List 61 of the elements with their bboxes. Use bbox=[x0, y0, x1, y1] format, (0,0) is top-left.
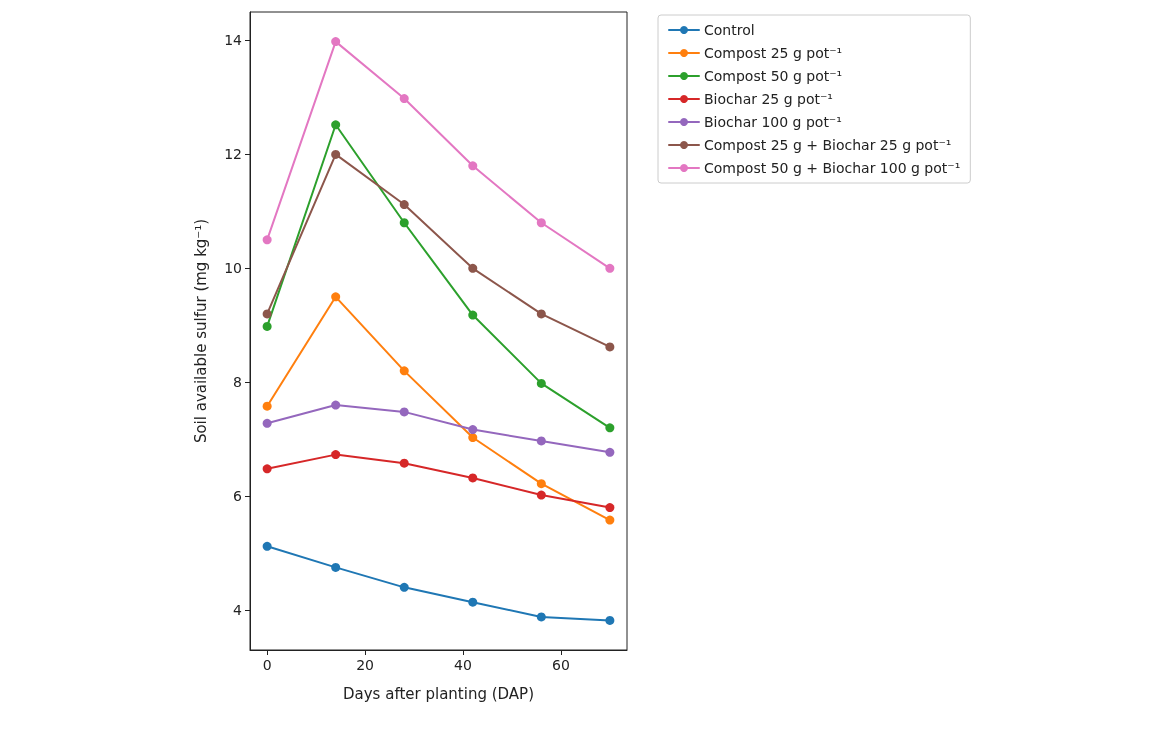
point bbox=[399, 200, 409, 210]
legend-label: Biochar 25 g pot⁻¹ bbox=[704, 91, 833, 107]
point bbox=[262, 401, 272, 411]
point bbox=[331, 120, 341, 130]
point bbox=[605, 263, 615, 273]
point bbox=[536, 218, 546, 228]
y-tick-label: 4 bbox=[233, 602, 243, 619]
point bbox=[331, 400, 341, 410]
y-axis-title: Soil available sulfur (mg kg⁻¹) bbox=[191, 218, 210, 444]
point bbox=[468, 263, 478, 273]
point bbox=[536, 612, 546, 622]
point bbox=[399, 458, 409, 468]
point bbox=[262, 235, 272, 245]
point bbox=[536, 378, 546, 388]
point bbox=[399, 94, 409, 104]
legend-label: Compost 50 g + Biochar 100 g pot⁻¹ bbox=[704, 160, 961, 176]
point bbox=[536, 479, 546, 489]
point bbox=[331, 149, 341, 159]
point bbox=[262, 541, 272, 551]
point bbox=[262, 464, 272, 474]
point bbox=[468, 161, 478, 171]
point bbox=[605, 615, 615, 625]
legend-label: Compost 25 g pot⁻¹ bbox=[704, 45, 843, 61]
y-tick-label: 12 bbox=[224, 146, 242, 163]
point bbox=[536, 436, 546, 446]
x-tick-label: 40 bbox=[454, 657, 472, 673]
legend-label: Compost 50 g pot⁻¹ bbox=[704, 68, 843, 84]
x-tick-label: 0 bbox=[262, 657, 272, 673]
x-axis-title: Days after planting (DAP) bbox=[343, 684, 534, 703]
legend-label: Control bbox=[704, 22, 755, 38]
point bbox=[536, 309, 546, 319]
point bbox=[605, 515, 615, 525]
legend-label: Compost 25 g + Biochar 25 g pot⁻¹ bbox=[704, 137, 952, 153]
point bbox=[399, 407, 409, 417]
y-tick-label: 6 bbox=[233, 488, 243, 505]
point bbox=[262, 309, 272, 319]
point bbox=[605, 342, 615, 352]
y-tick-label: 10 bbox=[224, 260, 242, 277]
point bbox=[536, 490, 546, 500]
point bbox=[331, 562, 341, 572]
point bbox=[468, 310, 478, 320]
y-tick-label: 14 bbox=[224, 32, 243, 49]
point bbox=[605, 503, 615, 513]
point bbox=[399, 218, 409, 228]
point bbox=[468, 473, 478, 483]
point bbox=[468, 433, 478, 443]
point bbox=[262, 321, 272, 331]
point bbox=[331, 450, 341, 460]
x-tick-label: 20 bbox=[356, 657, 374, 673]
point bbox=[331, 292, 341, 302]
point bbox=[399, 582, 409, 592]
point bbox=[468, 597, 478, 607]
point bbox=[605, 423, 615, 433]
point bbox=[468, 425, 478, 435]
point bbox=[605, 447, 615, 457]
y-tick-label: 8 bbox=[233, 374, 242, 391]
point bbox=[262, 418, 272, 428]
x-tick-label: 60 bbox=[551, 657, 570, 673]
point bbox=[331, 37, 341, 47]
point bbox=[399, 366, 409, 376]
legend-label: Biochar 100 g pot⁻¹ bbox=[704, 114, 842, 130]
